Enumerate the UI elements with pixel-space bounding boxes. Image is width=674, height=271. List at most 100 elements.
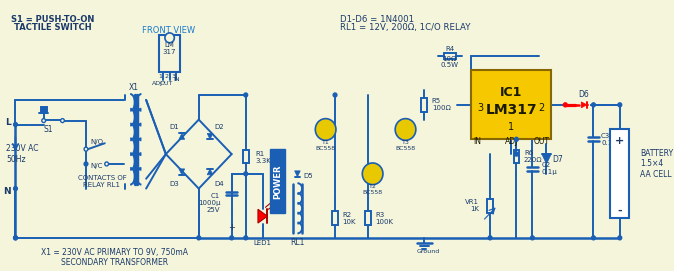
- Text: R2
10K: R2 10K: [342, 212, 356, 225]
- Text: R3
100K: R3 100K: [375, 212, 394, 225]
- Circle shape: [13, 122, 18, 127]
- Circle shape: [244, 236, 247, 240]
- Circle shape: [618, 103, 621, 107]
- Polygon shape: [207, 133, 213, 139]
- Text: FRONT VIEW: FRONT VIEW: [142, 27, 195, 36]
- Circle shape: [488, 236, 492, 240]
- Circle shape: [13, 236, 18, 240]
- Text: N/C: N/C: [91, 163, 103, 169]
- Circle shape: [104, 162, 109, 166]
- Circle shape: [244, 93, 247, 97]
- Text: +: +: [615, 136, 624, 146]
- Text: ADJ: ADJ: [152, 81, 163, 86]
- Bar: [270, 149, 285, 213]
- Bar: [41, 107, 47, 113]
- Circle shape: [395, 119, 416, 140]
- Text: N/O: N/O: [91, 139, 104, 145]
- Text: 0.5W: 0.5W: [441, 62, 459, 69]
- Bar: [444, 53, 456, 59]
- Circle shape: [514, 152, 518, 156]
- Text: D7: D7: [553, 154, 563, 163]
- Bar: [471, 70, 551, 139]
- Text: R5
100Ω: R5 100Ω: [432, 98, 451, 111]
- Text: L: L: [5, 118, 11, 127]
- Text: T1
BC558: T1 BC558: [315, 140, 336, 151]
- Bar: [514, 150, 519, 163]
- Text: 2: 2: [539, 103, 545, 113]
- Polygon shape: [207, 169, 213, 175]
- Text: RL1 = 12V, 200Ω, 1C/O RELAY: RL1 = 12V, 200Ω, 1C/O RELAY: [340, 24, 470, 33]
- Polygon shape: [258, 209, 268, 223]
- Circle shape: [197, 236, 201, 240]
- Text: S1 = PUSH-TO-ON: S1 = PUSH-TO-ON: [11, 15, 95, 24]
- Text: 1: 1: [508, 122, 514, 133]
- Text: C1
1000μ
25V: C1 1000μ 25V: [198, 193, 220, 213]
- Text: RL1: RL1: [290, 238, 305, 247]
- Text: CONTACTS OF
RELAY RL1: CONTACTS OF RELAY RL1: [78, 175, 126, 188]
- Circle shape: [230, 236, 233, 240]
- Circle shape: [618, 236, 621, 240]
- Polygon shape: [179, 133, 185, 139]
- Text: R1
3.3K: R1 3.3K: [255, 151, 271, 164]
- Text: S1: S1: [44, 125, 53, 134]
- Text: 2: 2: [165, 74, 168, 79]
- Bar: [611, 130, 630, 218]
- Text: -: -: [617, 205, 622, 215]
- Polygon shape: [542, 154, 551, 164]
- Text: D1: D1: [169, 124, 179, 130]
- Text: OUT: OUT: [160, 81, 173, 86]
- Text: BATTERY
1.5×4
AA CELL: BATTERY 1.5×4 AA CELL: [640, 149, 673, 179]
- Circle shape: [13, 187, 18, 191]
- Circle shape: [84, 147, 88, 151]
- Text: N: N: [3, 187, 11, 196]
- Text: D2: D2: [214, 124, 224, 130]
- Text: C3
0.1μ: C3 0.1μ: [601, 133, 617, 146]
- Circle shape: [165, 33, 175, 43]
- Text: +: +: [228, 224, 235, 233]
- Polygon shape: [581, 102, 587, 108]
- Circle shape: [592, 103, 595, 107]
- Circle shape: [333, 93, 337, 97]
- Text: T2
BC558: T2 BC558: [363, 184, 383, 195]
- Text: 3: 3: [478, 103, 484, 113]
- Text: IC1: IC1: [500, 86, 522, 99]
- Circle shape: [592, 236, 595, 240]
- Circle shape: [42, 119, 46, 122]
- Text: LM
317: LM 317: [163, 42, 177, 55]
- Bar: [487, 199, 493, 213]
- Text: R6
220Ω: R6 220Ω: [524, 150, 543, 163]
- Text: D4: D4: [214, 181, 224, 187]
- Text: X1 = 230V AC PRIMARY TO 9V, 750mA
SECONDARY TRANSFORMER: X1 = 230V AC PRIMARY TO 9V, 750mA SECOND…: [40, 248, 187, 267]
- Text: 1: 1: [158, 74, 162, 79]
- Bar: [243, 150, 249, 163]
- Circle shape: [514, 137, 518, 141]
- Text: TACTILE SWITCH: TACTILE SWITCH: [14, 22, 92, 31]
- Text: R4: R4: [445, 46, 454, 52]
- Polygon shape: [179, 169, 185, 175]
- Circle shape: [563, 103, 567, 107]
- Circle shape: [84, 162, 88, 166]
- Text: 3: 3: [171, 74, 175, 79]
- Text: OUT: OUT: [533, 137, 549, 146]
- Circle shape: [363, 163, 383, 185]
- Bar: [365, 211, 371, 225]
- Text: VR1
1K: VR1 1K: [465, 199, 479, 212]
- Text: X1: X1: [129, 83, 139, 92]
- Text: ADJ: ADJ: [505, 137, 518, 146]
- Bar: [159, 35, 180, 72]
- Circle shape: [13, 236, 18, 240]
- Text: POWER: POWER: [273, 164, 282, 199]
- Circle shape: [530, 236, 534, 240]
- Text: D5: D5: [303, 173, 313, 179]
- Text: D3: D3: [169, 181, 179, 187]
- Text: IN: IN: [174, 77, 181, 82]
- Text: LM317: LM317: [485, 103, 537, 117]
- Polygon shape: [295, 171, 300, 177]
- Circle shape: [244, 172, 247, 176]
- Text: 10Ω: 10Ω: [443, 56, 457, 62]
- Text: 230V AC
50Hz: 230V AC 50Hz: [6, 144, 38, 164]
- Text: Ground: Ground: [417, 249, 439, 254]
- Text: IN: IN: [473, 137, 481, 146]
- Text: D1-D6 = 1N4001: D1-D6 = 1N4001: [340, 15, 414, 24]
- Text: C2
0.1μ: C2 0.1μ: [542, 162, 557, 175]
